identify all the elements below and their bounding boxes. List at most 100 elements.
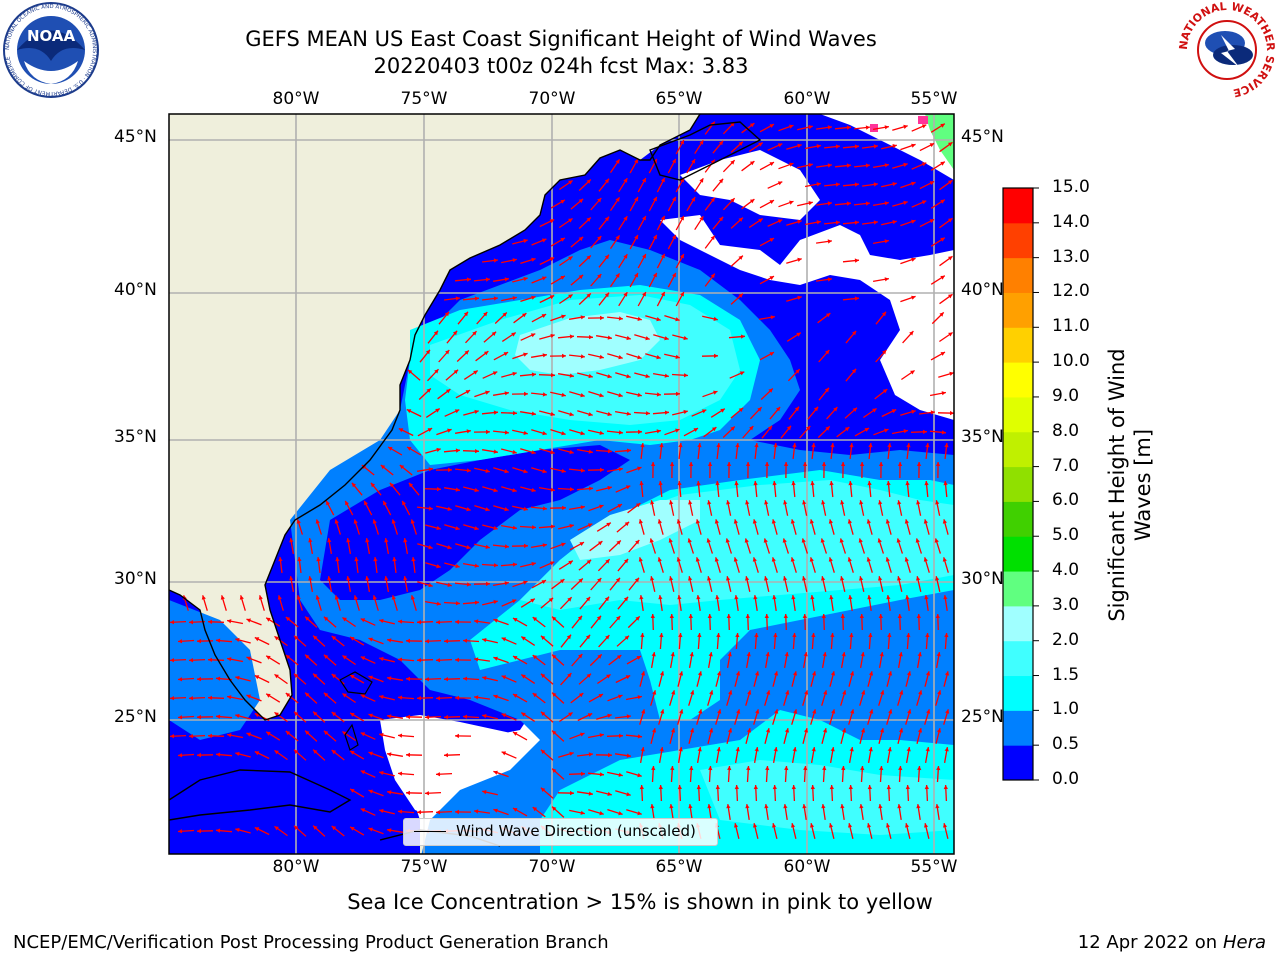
wind-arrow-head: [744, 538, 749, 543]
wind-arrow-head: [513, 411, 517, 416]
calm-gap-2: [680, 150, 820, 220]
wind-arrow-head: [455, 448, 460, 453]
wind-arrow-head: [542, 543, 547, 548]
wind-arrow-head: [387, 714, 392, 719]
wind-arrow-head: [713, 390, 718, 395]
wind-arrow-head: [943, 785, 948, 790]
wind-arrow-head: [854, 296, 859, 301]
wind-arrow-head: [878, 500, 883, 505]
wind-arrow-head: [822, 728, 828, 733]
wind-arrow-head: [777, 181, 783, 186]
wind-arrow-head: [550, 411, 555, 417]
wind-arrow-head: [754, 671, 760, 676]
wind-arrow-head: [485, 544, 490, 549]
wind-arrow-head: [410, 519, 415, 524]
wind-arrow-head: [512, 449, 517, 455]
wind-arrow-head: [586, 293, 591, 298]
wind-arrow-head: [924, 823, 929, 828]
wind-arrow-head: [645, 336, 650, 341]
colorbar-tick-label: 4.0: [1052, 560, 1080, 581]
wind-arrow-head: [789, 200, 794, 205]
wind-arrow-head: [865, 163, 870, 168]
colorbar-segment: [1003, 571, 1033, 607]
wind-arrow-head: [531, 411, 536, 416]
colorbar-tick-label: 12.0: [1052, 281, 1090, 302]
wind-arrow-head: [523, 430, 528, 435]
wind-arrow-head: [906, 633, 911, 638]
wind-arrow-head: [943, 481, 948, 486]
wind-arrow-head: [331, 826, 337, 831]
wind-arrow-head: [569, 751, 574, 756]
wind-arrow-head: [463, 311, 468, 317]
wind-arrow-head: [772, 595, 777, 600]
wind-arrow-head: [580, 732, 585, 737]
wind-arrow-head: [873, 144, 878, 149]
wind-arrow-head: [677, 595, 682, 600]
wind-arrow-head: [599, 772, 604, 777]
wind-arrow-head: [848, 823, 853, 828]
wind-arrow-head: [697, 747, 702, 752]
wind-arrow-head: [797, 219, 802, 224]
wind-arrow-head: [738, 293, 743, 298]
wind-arrow-head: [916, 500, 921, 505]
wind-arrow-head: [677, 481, 682, 486]
wind-arrow-head: [616, 540, 621, 545]
wind-arrow-head: [936, 766, 941, 771]
wind-arrow-head: [950, 410, 954, 416]
wind-arrow-head: [940, 199, 945, 204]
wind-arrow-head: [294, 749, 299, 754]
wind-arrow-head: [455, 487, 460, 492]
wind-arrow-head: [652, 690, 657, 695]
wind-arrow-head: [360, 656, 366, 661]
wind-arrow-head: [828, 519, 833, 524]
wind-arrow-head: [886, 823, 891, 828]
wind-arrow-head: [334, 519, 339, 524]
wind-arrow-head: [784, 766, 789, 771]
wind-arrow-head: [597, 236, 602, 241]
wind-arrow-head: [707, 462, 713, 466]
wind-arrow-head: [596, 615, 601, 621]
wind-arrow-head: [639, 785, 644, 790]
wind-arrow-head: [474, 657, 479, 662]
wind-arrow-head: [942, 557, 947, 562]
wind-arrow-head: [769, 352, 774, 356]
lat-label-right-30n: 30°N: [961, 569, 1004, 589]
wind-arrow-head: [934, 538, 939, 543]
wind-arrow-head: [869, 709, 874, 714]
wind-arrow-head: [860, 728, 866, 733]
wind-arrow-head: [586, 255, 591, 260]
wind-arrow-head: [841, 728, 847, 733]
wind-arrow-head: [716, 671, 722, 676]
wind-arrow-head: [849, 443, 854, 448]
wind-arrow-head: [521, 636, 526, 641]
wind-arrow-head: [569, 449, 574, 455]
wind-arrow-head: [659, 633, 664, 638]
wind-arrow-head: [884, 428, 889, 433]
wind-arrow-head: [208, 657, 212, 662]
wind-arrow-head: [475, 449, 479, 454]
wind-arrow-head: [911, 143, 916, 148]
wind-arrow-head: [380, 465, 386, 470]
lon-label-bottom-60w: 60°W: [783, 857, 831, 877]
wind-arrow-head: [753, 481, 758, 486]
wind-arrow-head: [350, 788, 355, 793]
wind-arrow-head: [569, 487, 574, 492]
wind-arrow-head: [683, 335, 688, 341]
wind-arrow-head: [727, 652, 732, 657]
wind-arrow-head: [482, 676, 487, 681]
wind-arrow-head: [899, 690, 904, 695]
colorbar-frame: [1002, 187, 1034, 781]
wind-arrow-head: [897, 614, 902, 618]
wind-arrow-head: [841, 766, 846, 771]
wind-arrow-head: [789, 124, 794, 129]
wind-arrow-head: [541, 314, 547, 318]
wind-arrow-head: [736, 709, 741, 714]
wind-arrow-head: [827, 125, 832, 130]
wind-arrow-head: [360, 694, 366, 699]
wind-arrow-head: [316, 557, 321, 562]
wind-arrow-head: [637, 466, 642, 471]
wind-arrow-head: [886, 595, 891, 600]
wind-arrow-head: [770, 315, 775, 320]
wind-arrow-head: [513, 732, 518, 736]
wind-arrow-head: [447, 545, 452, 550]
